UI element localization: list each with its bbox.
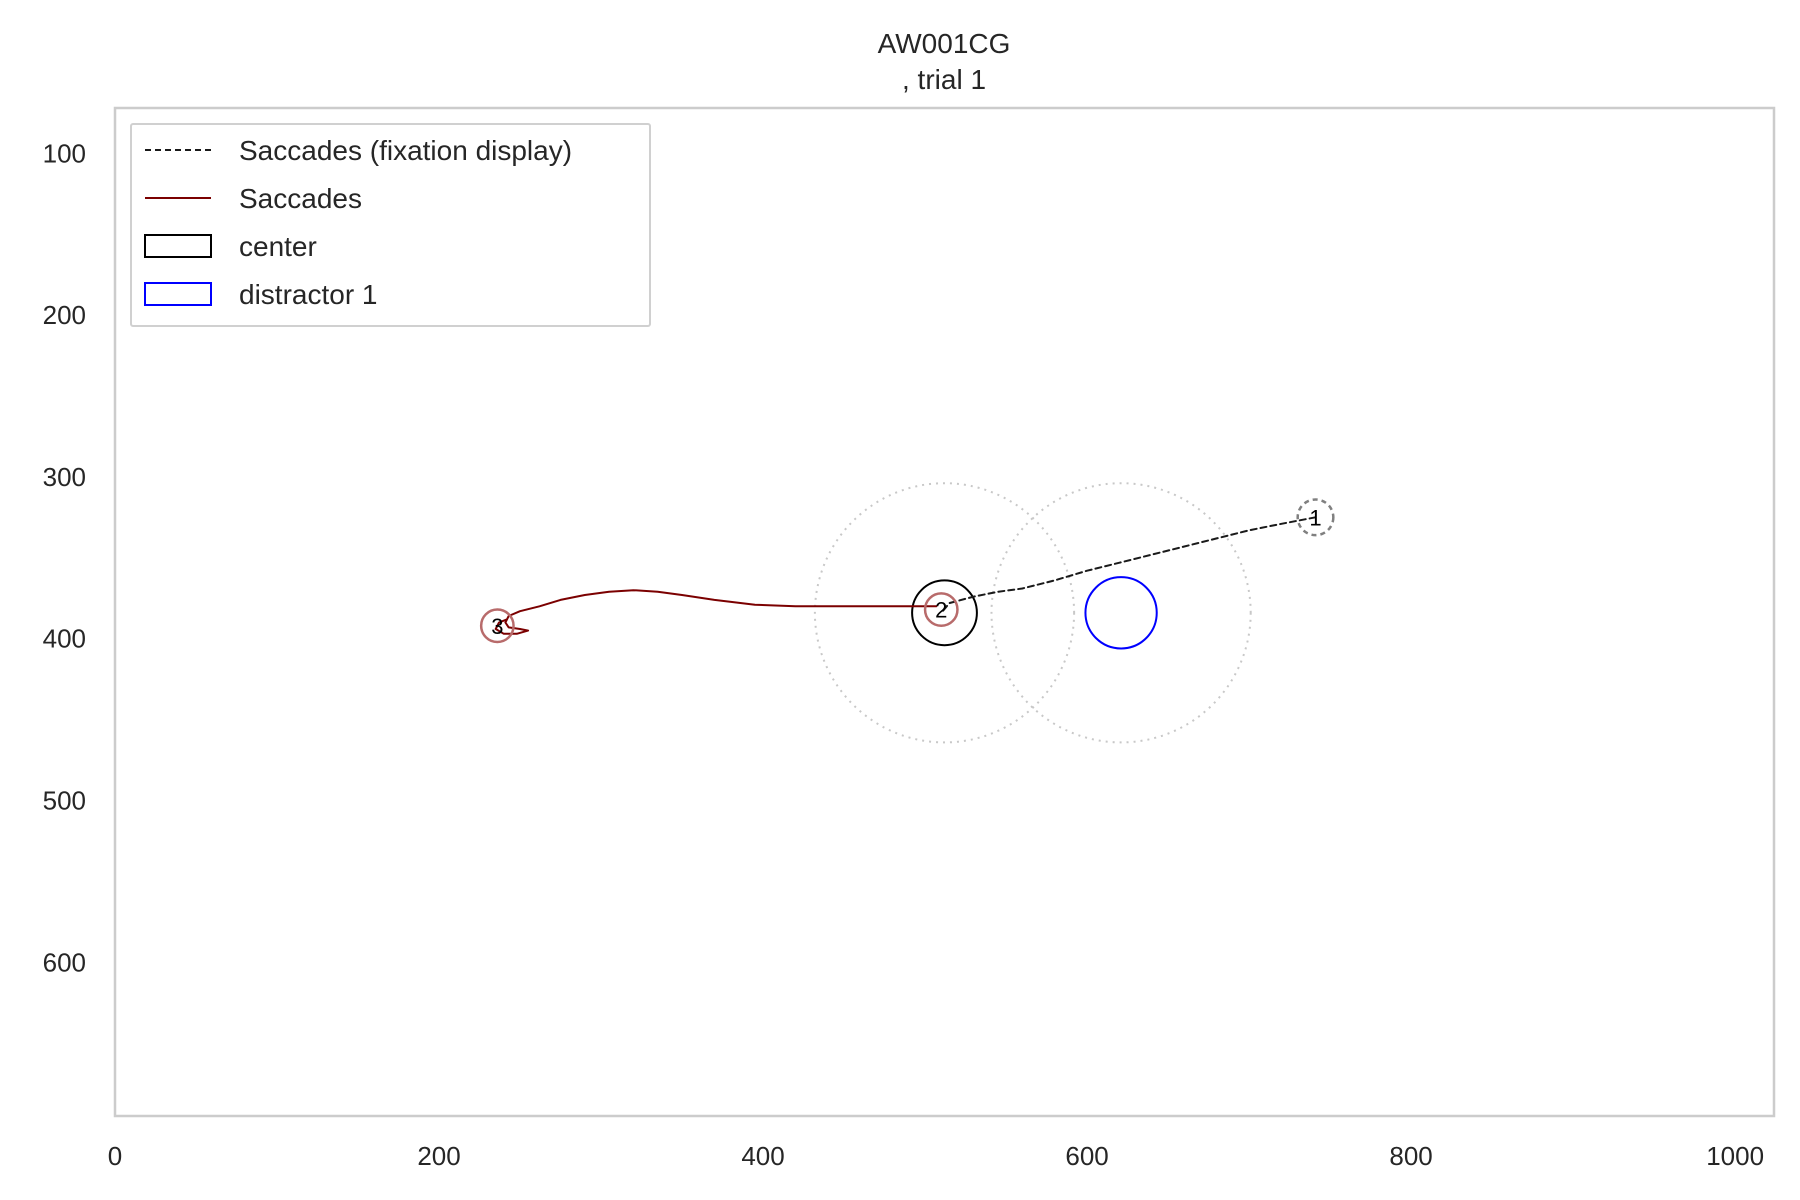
aoi-center [911, 579, 978, 647]
region-layer [813, 482, 1252, 744]
fixation-layer: 1 2 3 [479, 498, 1335, 644]
series-line-1 [940, 516, 1317, 614]
y-tick-label-600: 600 [43, 947, 86, 977]
x-tick-label-0: 0 [108, 1141, 122, 1171]
legend-label-saccades-fixation-display: Saccades (fixation display) [239, 135, 572, 166]
y-tick-label-200: 200 [43, 300, 86, 330]
fixation-label-3: 3 [491, 614, 503, 639]
legend-swatch-distractor-1 [144, 282, 212, 306]
plot-frame [113, 106, 1776, 1118]
legend-label-saccades: Saccades [239, 183, 362, 214]
x-tick-label-800: 800 [1389, 1141, 1432, 1171]
x-tick-label-600: 600 [1065, 1141, 1108, 1171]
x-tick-label-1000: 1000 [1706, 1141, 1764, 1171]
series-line-2 [494, 589, 938, 635]
region-circle-1 [813, 482, 1076, 744]
legend-box [130, 123, 651, 327]
fixation-marker-1 [1296, 498, 1335, 537]
aoi-distractor-1 [1084, 576, 1158, 650]
region-circle-2 [990, 482, 1252, 744]
legend: Saccades (fixation display) Saccades cente… [130, 123, 651, 327]
fixation-marker-3 [479, 608, 515, 644]
y-tick-label-300: 300 [43, 462, 86, 492]
chart-subtitle: , trial 1 [902, 64, 986, 95]
legend-label-distractor-1: distractor 1 [239, 279, 378, 310]
y-tick-label-500: 500 [43, 785, 86, 815]
legend-swatch-center [144, 234, 212, 258]
fixation-label-1: 1 [1309, 505, 1321, 530]
fixation-label-2: 2 [935, 598, 947, 623]
chart-title: AW001CG [878, 28, 1011, 59]
fixation-marker-2 [923, 592, 959, 628]
x-tick-label-200: 200 [417, 1141, 460, 1171]
legend-label-center: center [239, 231, 317, 262]
tick-layer: 0 200 400 600 800 1000 100 200 300 400 500 600 [43, 138, 1764, 1171]
y-tick-label-400: 400 [43, 624, 86, 654]
x-tick-label-400: 400 [741, 1141, 784, 1171]
aoi-layer [911, 576, 1158, 650]
series-layer [494, 516, 1317, 635]
y-tick-label-100: 100 [43, 138, 86, 168]
